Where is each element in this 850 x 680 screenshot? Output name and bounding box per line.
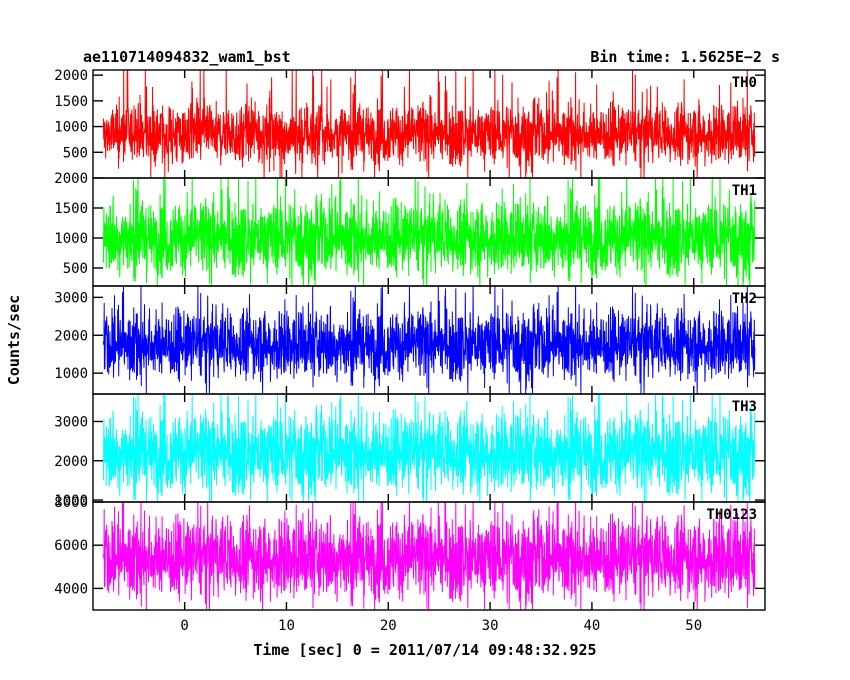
panel-label-th0: TH0	[732, 75, 757, 91]
series-trace-th0	[102, 70, 756, 178]
y-tick-label: 4000	[54, 581, 88, 597]
y-tick-label: 8000	[54, 495, 88, 511]
y-tick-label: 500	[63, 261, 88, 277]
x-tick-label: 20	[380, 618, 397, 634]
y-tick-label: 2000	[54, 454, 88, 470]
x-tick-label: 10	[278, 618, 295, 634]
y-tick-label: 2000	[54, 328, 88, 344]
y-tick-label: 1500	[54, 94, 88, 110]
x-tick-label: 30	[482, 618, 499, 634]
x-axis-label: Time [sec] 0 = 2011/07/14 09:48:32.925	[253, 641, 596, 659]
panel-label-th3: TH3	[732, 399, 757, 415]
y-tick-label: 1000	[54, 120, 88, 136]
y-axis-label: Counts/sec	[5, 295, 23, 385]
y-tick-label: 6000	[54, 538, 88, 554]
bin-time-label: Bin time: 1.5625E−2 s	[590, 48, 780, 66]
series-trace-th0123	[102, 502, 756, 610]
panel-label-th0123: TH0123	[706, 507, 757, 523]
y-tick-label: 1000	[54, 231, 88, 247]
panel-frame-th0123	[92, 501, 766, 611]
y-tick-label: 2000	[54, 68, 88, 84]
series-trace-th1	[102, 178, 756, 286]
panel-label-th2: TH2	[732, 291, 757, 307]
y-tick-label: 500	[63, 145, 88, 161]
panel-label-th1: TH1	[732, 183, 757, 199]
y-tick-label: 1500	[54, 201, 88, 217]
chart-title: ae110714094832_wam1_bst	[83, 48, 291, 66]
x-tick-label: 0	[180, 618, 188, 634]
y-tick-label: 3000	[54, 290, 88, 306]
x-tick-label: 50	[685, 618, 702, 634]
y-tick-label: 3000	[54, 414, 88, 430]
series-trace-th2	[102, 286, 756, 394]
series-trace-th3	[102, 394, 756, 502]
y-tick-label: 1000	[54, 366, 88, 382]
y-tick-label: 1000	[54, 493, 88, 509]
x-tick-label: 40	[583, 618, 600, 634]
y-tick-label: 2000	[54, 171, 88, 187]
